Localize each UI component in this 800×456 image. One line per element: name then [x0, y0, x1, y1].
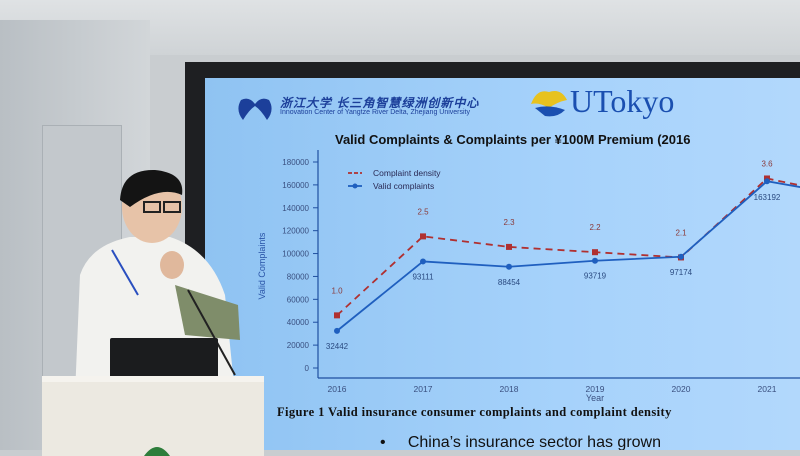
- y-tick-label: 40000: [287, 318, 310, 327]
- logo-bar: 浙江大学 长三角智慧绿洲创新中心 Innovation Center of Ya…: [205, 78, 800, 126]
- density-data-label: 3.6: [761, 160, 773, 169]
- y-axis-label: Valid Complaints: [257, 232, 267, 299]
- density-point: [506, 243, 512, 250]
- valid-point: [592, 257, 598, 264]
- x-tick-label: 2020: [672, 384, 691, 394]
- podium: [42, 376, 264, 456]
- valid-data-label: 163192: [754, 193, 781, 202]
- x-tick-label: 2018: [500, 384, 519, 394]
- valid-data-label: 32442: [326, 342, 349, 351]
- valid-point: [334, 327, 340, 334]
- density-data-label: 2.1: [675, 228, 687, 237]
- valid-data-label: 97174: [670, 268, 693, 277]
- legend-density-label: Complaint density: [373, 168, 441, 178]
- legend-valid-marker: [352, 183, 358, 189]
- density-data-label: 2.5: [417, 207, 429, 216]
- legend-valid-label: Valid complaints: [373, 181, 434, 191]
- chart-title: Valid Complaints & Complaints per ¥100M …: [335, 132, 691, 147]
- y-tick-label: 20000: [287, 341, 310, 350]
- valid-point: [678, 253, 684, 260]
- bullet-text: China’s insurance sector has grown: [407, 434, 661, 450]
- zju-logo-icon: [238, 98, 272, 120]
- utokyo-logo: UTokyo: [570, 83, 675, 119]
- density-data-label: 2.2: [589, 223, 601, 232]
- y-tick-label: 100000: [282, 250, 309, 259]
- density-point: [592, 249, 598, 256]
- x-tick-label: 2016: [328, 384, 347, 394]
- valid-data-label: 88454: [498, 278, 521, 287]
- x-tick-label: 2021: [758, 384, 777, 394]
- bullet-point: • China’s insurance sector has grown: [380, 434, 661, 450]
- laptop: [110, 338, 218, 378]
- ginkgo-logo-icon: [531, 91, 567, 117]
- y-tick-label: 0: [305, 364, 310, 373]
- valid-data-label: 93111: [412, 272, 434, 281]
- density-point: [420, 233, 426, 240]
- y-tick-label: 80000: [287, 272, 310, 281]
- y-tick-label: 180000: [282, 158, 309, 167]
- density-line: [336, 177, 800, 317]
- y-tick-label: 160000: [282, 181, 309, 190]
- valid-point: [506, 263, 512, 270]
- y-tick-label: 120000: [282, 227, 309, 236]
- line-chart: 0 20000 40000 60000 80000 100000 120000 140000 1…: [257, 150, 800, 403]
- x-tick-label: 2017: [414, 384, 433, 394]
- zju-logo-en: Innovation Center of Yangtze River Delta…: [280, 109, 471, 116]
- valid-point: [420, 258, 426, 265]
- y-tick-label: 140000: [282, 204, 309, 213]
- density-data-label: 1.0: [331, 286, 343, 295]
- density-point: [334, 312, 340, 319]
- valid-complaints-line: [336, 180, 800, 332]
- figure-caption: Figure 1 Valid insurance consumer compla…: [277, 405, 672, 419]
- valid-data-label: 93719: [584, 272, 607, 281]
- y-tick-label: 60000: [287, 295, 310, 304]
- projection-screen: 浙江大学 长三角智慧绿洲创新中心 Innovation Center of Ya…: [205, 78, 800, 450]
- zju-logo-cn: 浙江大学 长三角智慧绿洲创新中心: [280, 96, 480, 110]
- x-tick-label: 2019: [586, 384, 605, 394]
- x-axis-label: Year: [586, 393, 604, 403]
- density-data-label: 2.3: [503, 218, 515, 227]
- valid-point: [764, 178, 770, 185]
- podium-emblem-icon: [144, 447, 170, 456]
